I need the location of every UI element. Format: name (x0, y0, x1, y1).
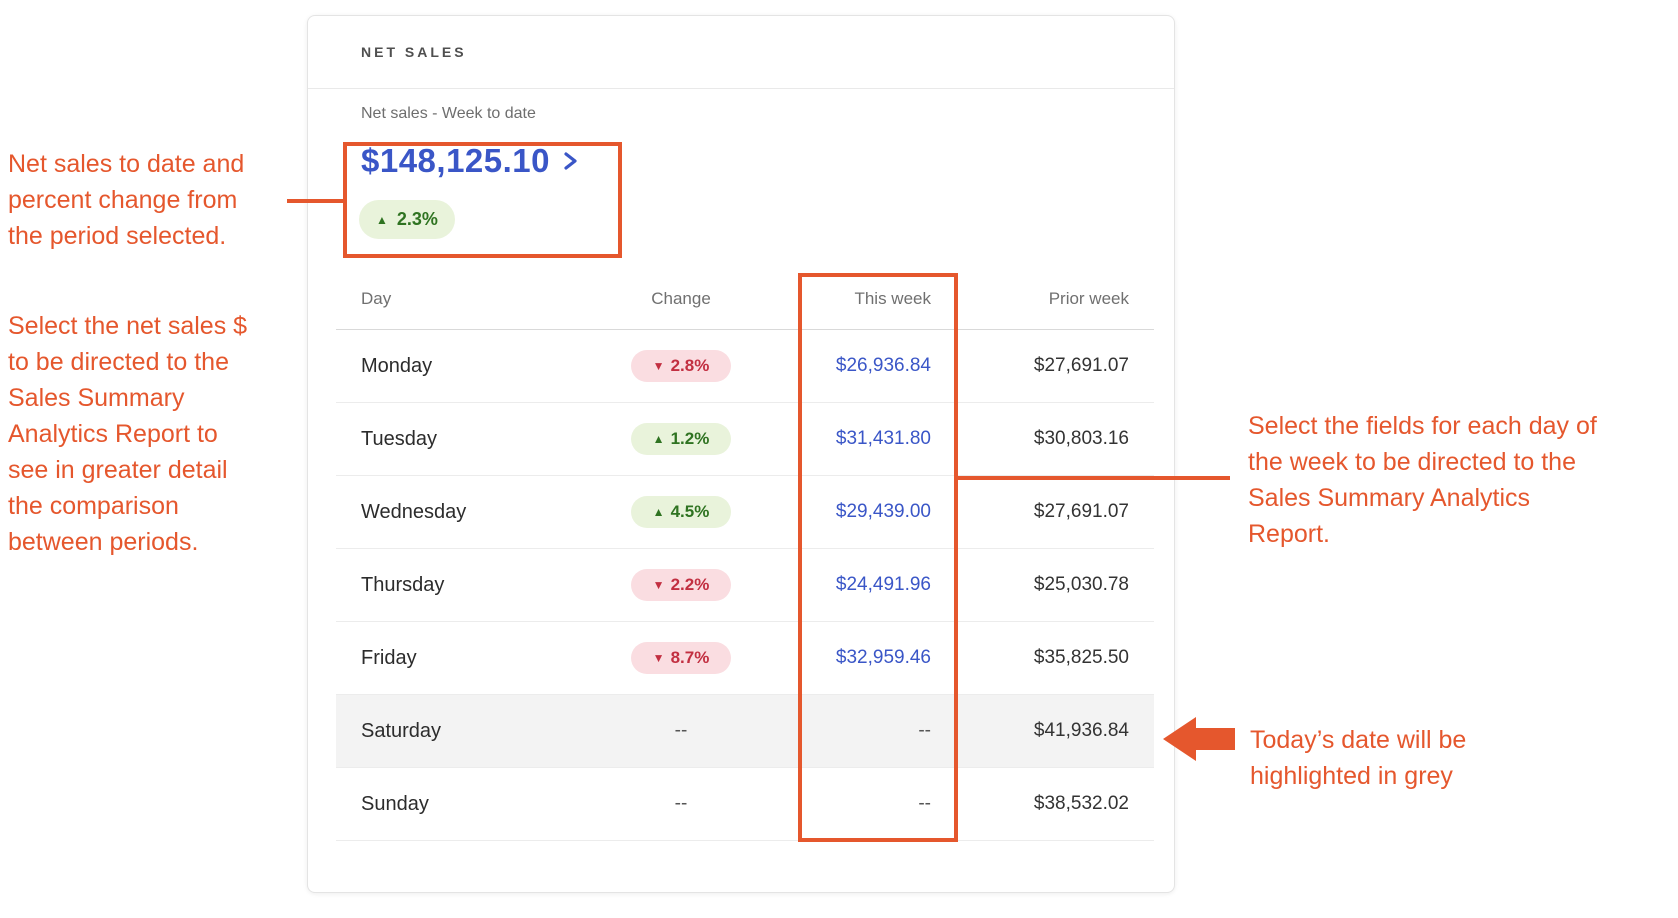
this-week-value-link[interactable]: $29,439.00 (835, 501, 931, 522)
change-empty: -- (674, 793, 688, 814)
prior-week-cell: $41,936.84 (1033, 720, 1129, 741)
weekly-sales-table: Day Change This week Prior week Monday ▼… (336, 269, 1154, 841)
annotation-today-highlight: Today’s date will be highlighted in grey (1250, 726, 1467, 790)
this-week-value-link[interactable]: $31,431.80 (835, 428, 931, 449)
highlight-box-this-week-column (798, 273, 958, 842)
metric-label: Net sales - Week to date (361, 105, 536, 122)
card-header: NET SALES (308, 16, 1174, 89)
change-cell: ▼ 8.7% (581, 642, 781, 674)
arrow-left-icon (1163, 716, 1237, 767)
table-row: Tuesday ▲ 1.2% $31,431.80 $30,803.16 (336, 403, 1154, 476)
this-week-cell: -- (781, 793, 956, 815)
table-row: Sunday -- -- $38,532.02 (336, 768, 1154, 841)
change-pill: ▲ 4.5% (631, 496, 731, 528)
column-header-day: Day (361, 289, 392, 308)
prior-week-cell: $27,691.07 (1033, 501, 1129, 522)
change-value: 1.2% (670, 429, 710, 448)
card-title: NET SALES (361, 44, 467, 60)
this-week-cell: $24,491.96 (781, 574, 956, 596)
change-value: 8.7% (670, 648, 710, 667)
triangle-up-icon: ▲ (376, 212, 388, 227)
triangle-up-icon: ▲ (652, 505, 665, 519)
change-cell: -- (581, 720, 781, 742)
annotation-select-net-sales: Select the net sales $ to be directed to… (8, 312, 248, 556)
net-sales-value-link[interactable]: $148,125.10 (361, 142, 578, 180)
change-cell: ▼ 2.8% (581, 350, 781, 382)
table-body: Monday ▼ 2.8% $26,936.84 $27,691.07 Tuesd… (336, 330, 1154, 841)
day-cell: Sunday (361, 792, 429, 815)
annotation-net-sales: Net sales to date and percent change fro… (8, 150, 245, 250)
change-pill: ▼ 8.7% (631, 642, 731, 674)
callout-line-left (287, 199, 343, 203)
table-row: Wednesday ▲ 4.5% $29,439.00 $27,691.07 (336, 476, 1154, 549)
prior-week-cell: $35,825.50 (1033, 647, 1129, 668)
day-cell: Saturday (361, 719, 442, 742)
net-sales-value[interactable]: $148,125.10 (361, 142, 551, 179)
prior-week-cell: $38,532.02 (1033, 793, 1129, 814)
this-week-value-link[interactable]: $26,936.84 (835, 355, 931, 376)
table-row: Monday ▼ 2.8% $26,936.84 $27,691.07 (336, 330, 1154, 403)
triangle-up-icon: ▲ (652, 432, 665, 446)
table-row: Friday ▼ 8.7% $32,959.46 $35,825.50 (336, 622, 1154, 695)
this-week-empty: -- (918, 720, 931, 741)
column-header-change: Change (651, 289, 711, 308)
column-header-this-week: This week (854, 289, 931, 308)
this-week-value-link[interactable]: $24,491.96 (835, 574, 931, 595)
chevron-right-icon[interactable] (562, 149, 578, 173)
day-cell: Thursday (361, 573, 445, 596)
day-cell: Monday (361, 354, 433, 377)
change-cell: ▲ 4.5% (581, 496, 781, 528)
change-pill: ▲ 1.2% (631, 423, 731, 455)
this-week-cell: $31,431.80 (781, 428, 956, 450)
highlight-box-net-sales-total (343, 142, 622, 258)
prior-week-cell: $30,803.16 (1033, 428, 1129, 449)
day-cell: Tuesday (361, 427, 437, 450)
change-badge: ▲ 2.3% (359, 200, 455, 239)
this-week-cell: -- (781, 720, 956, 742)
annotation-select-fields: Select the fields for each day of the we… (1248, 412, 1597, 548)
change-cell: ▼ 2.2% (581, 569, 781, 601)
change-empty: -- (674, 720, 688, 741)
change-pill: ▼ 2.2% (631, 569, 731, 601)
net-sales-card: NET SALES Net sales - Week to date $148,… (307, 15, 1175, 893)
table-row: Thursday ▼ 2.2% $24,491.96 $25,030.78 (336, 549, 1154, 622)
column-header-prior-week: Prior week (1048, 289, 1129, 308)
table-header-row: Day Change This week Prior week (336, 269, 1154, 330)
triangle-down-icon: ▼ (652, 578, 665, 592)
this-week-empty: -- (918, 793, 931, 814)
change-cell: -- (581, 793, 781, 815)
change-badge-value: 2.3% (396, 209, 438, 229)
change-value: 4.5% (670, 502, 710, 521)
change-value: 2.2% (670, 575, 710, 594)
prior-week-cell: $25,030.78 (1033, 574, 1129, 595)
this-week-cell: $26,936.84 (781, 355, 956, 377)
this-week-cell: $29,439.00 (781, 501, 956, 523)
change-cell: ▲ 1.2% (581, 423, 781, 455)
day-cell: Wednesday (361, 500, 467, 523)
prior-week-cell: $27,691.07 (1033, 355, 1129, 376)
change-value: 2.8% (670, 356, 710, 375)
this-week-cell: $32,959.46 (781, 647, 956, 669)
change-pill: ▼ 2.8% (631, 350, 731, 382)
triangle-down-icon: ▼ (652, 359, 665, 373)
this-week-value-link[interactable]: $32,959.46 (835, 647, 931, 668)
triangle-down-icon: ▼ (652, 651, 665, 665)
table-row: Saturday -- -- $41,936.84 (336, 695, 1154, 768)
callout-line-right (958, 476, 1230, 480)
day-cell: Friday (361, 646, 417, 669)
